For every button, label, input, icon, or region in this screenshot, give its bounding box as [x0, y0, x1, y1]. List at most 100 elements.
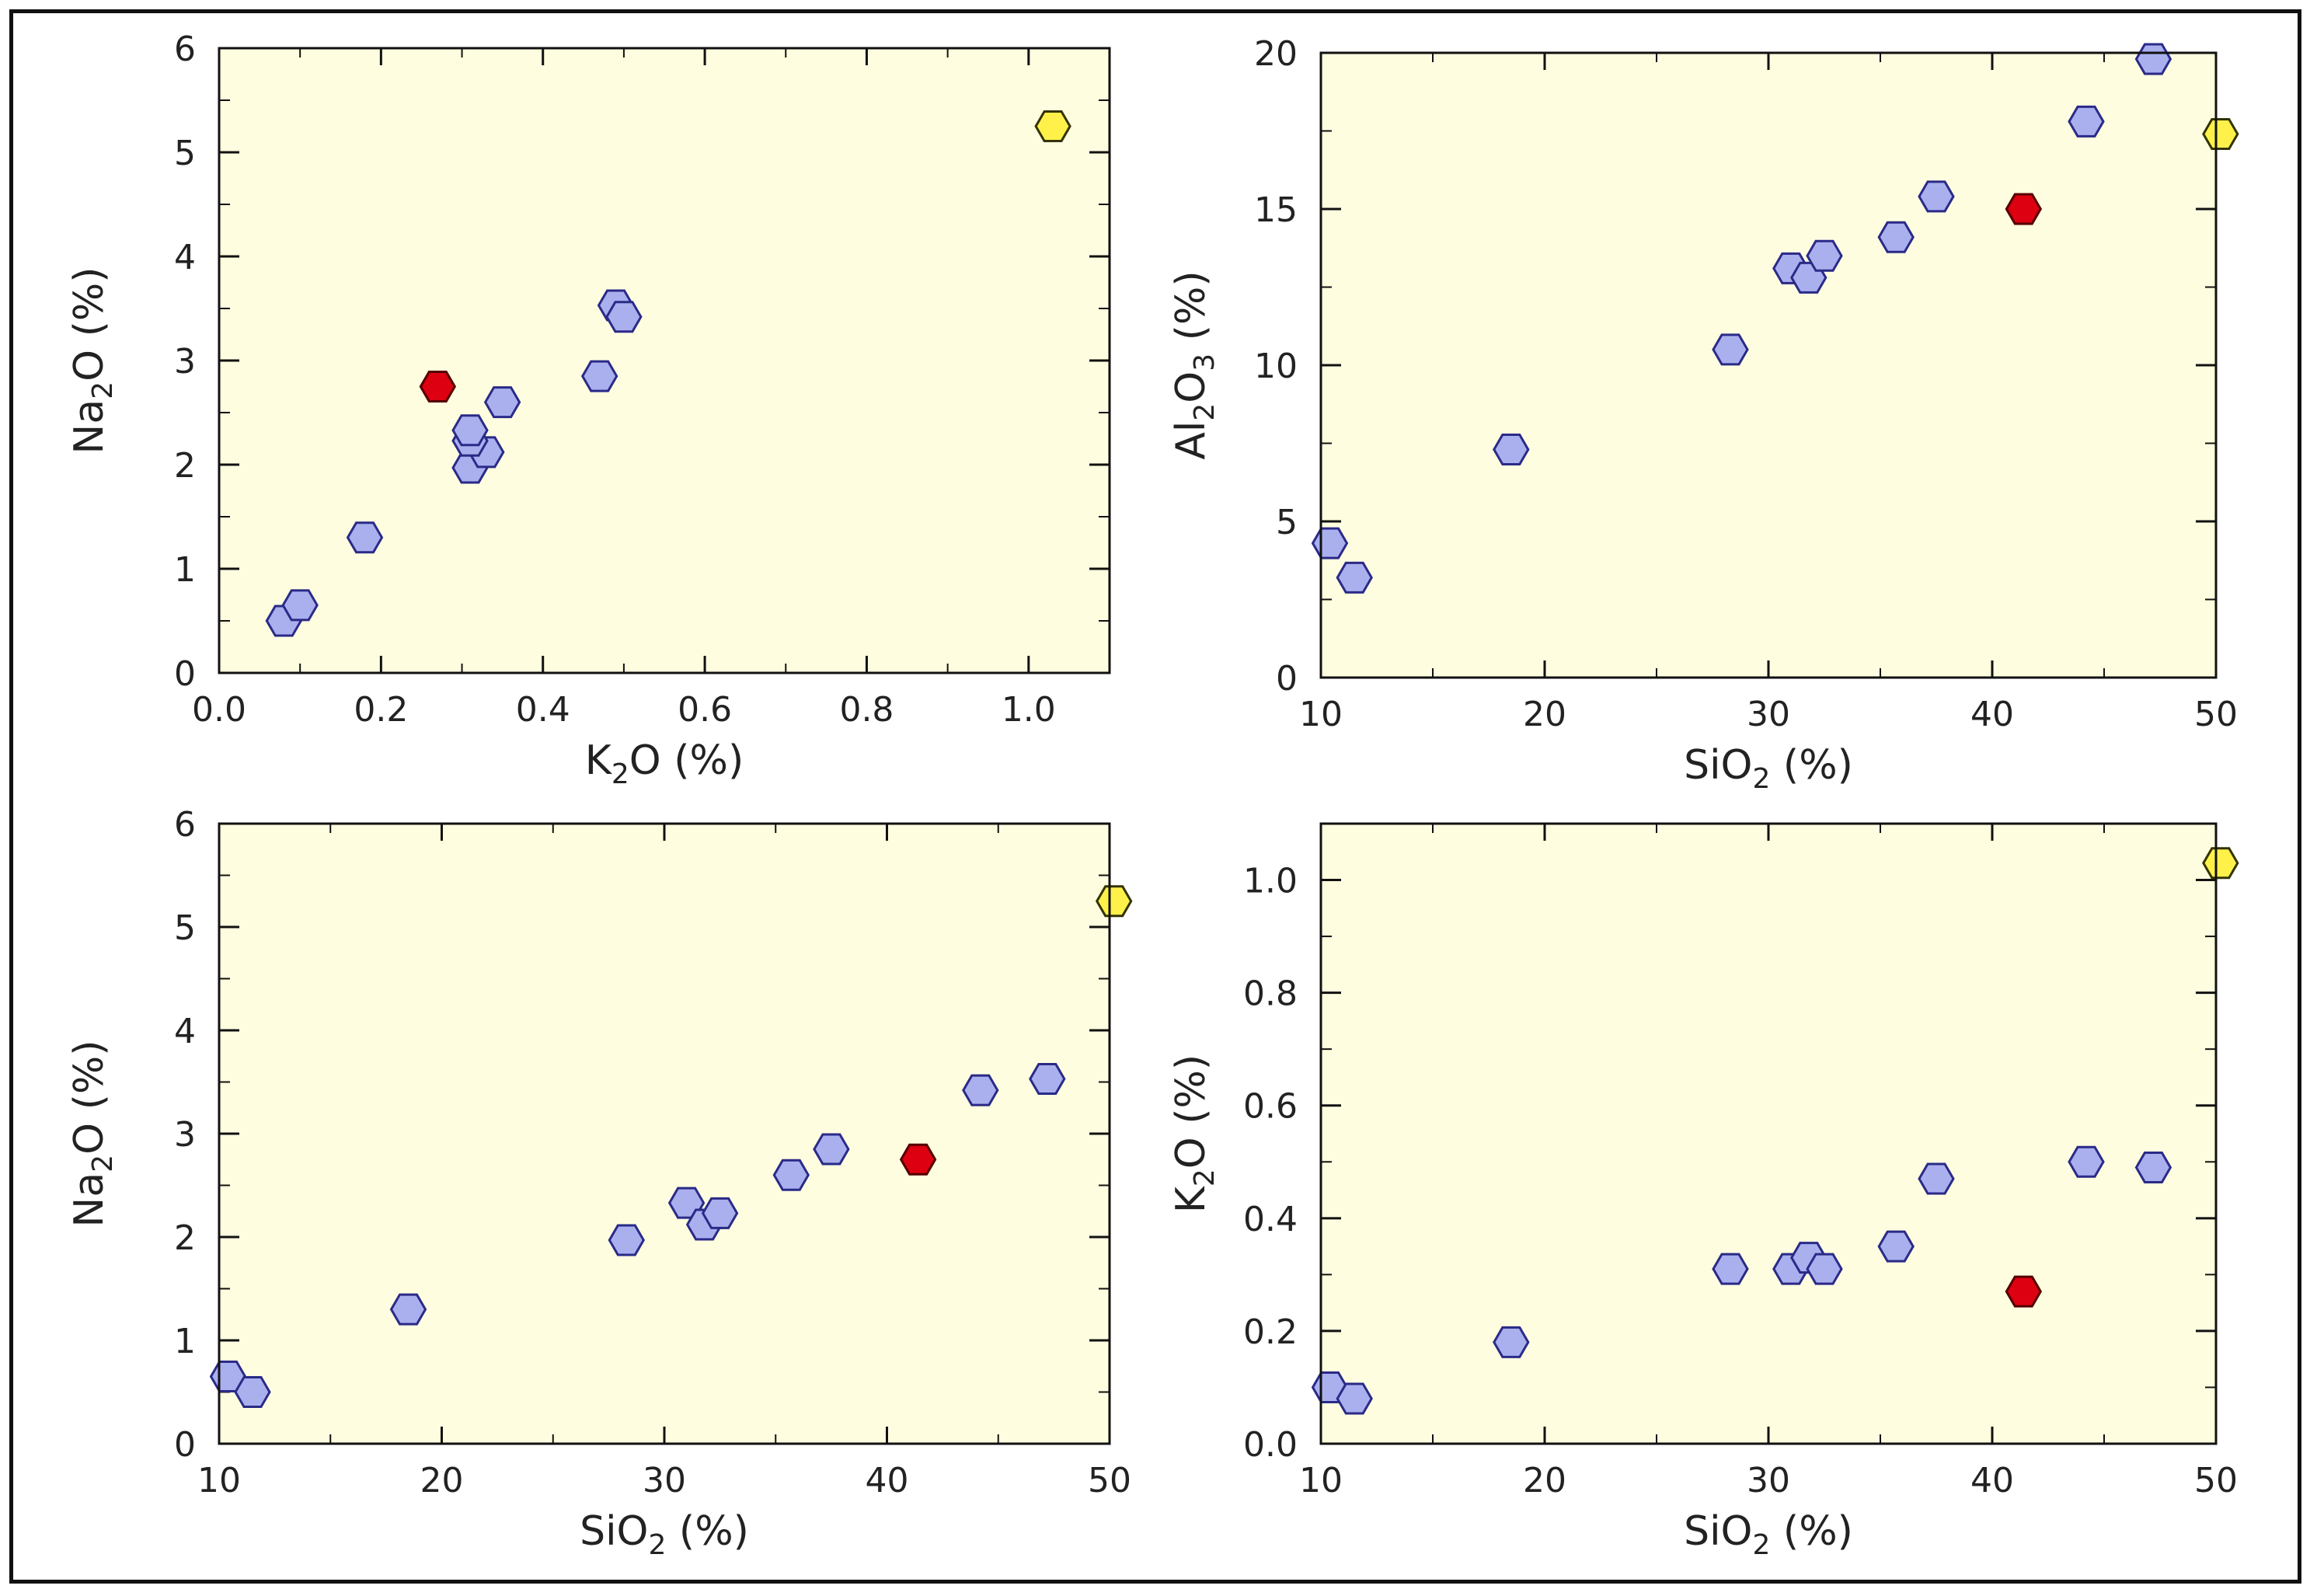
x-tick-label: 20 — [1523, 695, 1566, 734]
data-point-red — [419, 371, 457, 402]
data-point-yellow — [1095, 885, 1133, 918]
y-tick-label: 1 — [174, 1322, 196, 1361]
data-point-sample — [346, 521, 384, 554]
x-tick-label: 20 — [420, 1461, 464, 1500]
x-axis-label: SiO2 (%) — [1684, 1508, 1853, 1561]
data-point-sample — [1336, 1382, 1373, 1415]
data-point-sample — [608, 1224, 646, 1256]
x-tick-label: 50 — [2194, 695, 2238, 734]
data-point-sample — [234, 1376, 271, 1408]
data-point-sample — [1336, 561, 1373, 594]
y-tick-label: 0.8 — [1243, 974, 1298, 1014]
y-tick-label: 2 — [174, 1218, 196, 1258]
data-point-red — [2005, 193, 2043, 225]
x-tick-label: 40 — [1970, 695, 2014, 734]
data-point-yellow — [2202, 118, 2239, 150]
plot-frame — [1319, 822, 2218, 1445]
data-point-sample — [1877, 1230, 1915, 1263]
y-axis-label: Na2O (%) — [66, 267, 119, 454]
x-tick-label: 1.0 — [1002, 690, 1056, 730]
data-point-sample — [2068, 105, 2105, 138]
y-tick-label: 15 — [1254, 190, 1298, 230]
data-point-sample — [813, 1133, 850, 1166]
plot-area — [1321, 824, 2216, 1444]
x-tick-label: 20 — [1523, 1461, 1566, 1500]
y-tick-label: 0 — [174, 1425, 196, 1465]
y-tick-label: 0 — [1276, 659, 1298, 699]
y-tick-label: 0 — [174, 654, 196, 694]
data-point-yellow — [2202, 847, 2239, 880]
data-point-sample — [1311, 527, 1349, 559]
data-point-sample — [1493, 434, 1530, 465]
plot-frame — [1319, 51, 2218, 679]
data-point-sample — [1493, 1326, 1530, 1358]
x-axis-label: K2O (%) — [585, 737, 744, 790]
x-tick-label: 0.4 — [516, 690, 570, 730]
panel-sio2-vs-k2o: 10 20 30 40 50 0.0 0.2 0.4 0.6 0.8 1.0 SiO2 (%) K2O … — [1168, 822, 2239, 1561]
data-point-sample — [1806, 1253, 1843, 1285]
data-point-sample — [389, 1293, 427, 1326]
x-tick-label: 30 — [1747, 1461, 1790, 1500]
y-tick-label: 2 — [174, 446, 196, 486]
x-tick-label: 40 — [1970, 1461, 2014, 1500]
x-tick-label: 40 — [866, 1461, 909, 1500]
y-tick-label: 20 — [1254, 34, 1298, 74]
y-tick-label: 6 — [174, 805, 196, 845]
data-point-sample — [1712, 1253, 1749, 1285]
data-point-red — [2005, 1275, 2043, 1308]
data-point-sample — [2134, 1152, 2172, 1183]
x-axis-label: SiO2 (%) — [580, 1508, 749, 1561]
data-point-sample — [451, 414, 489, 447]
plot-area — [219, 48, 1110, 673]
data-point-sample — [483, 386, 521, 419]
y-tick-label: 0.4 — [1243, 1200, 1298, 1239]
x-tick-label: 0.8 — [839, 690, 894, 730]
plot-frame — [218, 822, 1111, 1445]
y-tick-label: 6 — [174, 30, 196, 69]
y-tick-label: 1.0 — [1243, 862, 1298, 901]
data-point-sample — [281, 589, 319, 622]
plot-frame — [218, 47, 1111, 674]
data-point-sample — [701, 1197, 739, 1229]
y-tick-label: 0.6 — [1243, 1087, 1298, 1127]
x-tick-label: 10 — [1299, 1461, 1343, 1500]
x-tick-label: 10 — [1299, 695, 1343, 734]
y-tick-label: 5 — [174, 134, 196, 173]
y-tick-label: 10 — [1254, 347, 1298, 386]
data-point-sample — [580, 360, 618, 392]
y-tick-label: 3 — [174, 1115, 196, 1155]
plot-area — [219, 824, 1110, 1444]
panel-sio2-vs-al2o3: 10 20 30 40 50 0 5 10 15 20 SiO2 (%) Al2O3 (%) — [1168, 34, 2239, 795]
data-point-red — [899, 1143, 937, 1176]
panel-sio2-vs-na2o: 10 20 30 40 50 0 1 2 3 4 5 6 SiO2 (%) Na2O (%) — [66, 805, 1133, 1561]
plot-area — [1321, 53, 2216, 678]
data-point-yellow — [1034, 110, 1071, 142]
x-tick-label: 0.0 — [192, 690, 246, 730]
y-tick-label: 4 — [174, 1012, 196, 1051]
data-point-sample — [962, 1074, 999, 1106]
y-tick-label: 5 — [174, 908, 196, 948]
x-tick-label: 10 — [197, 1461, 241, 1500]
data-point-sample — [605, 301, 643, 333]
x-axis-label: SiO2 (%) — [1684, 742, 1853, 795]
y-tick-label: 0.0 — [1243, 1425, 1298, 1465]
panel-k2o-vs-na2o: 0.0 0.2 0.4 0.6 0.8 1.0 0 1 2 3 4 5 6 K2O (%) Na2O (%) — [66, 30, 1111, 790]
data-point-sample — [1712, 333, 1749, 366]
data-point-sample — [1918, 180, 1955, 213]
data-point-sample — [1806, 239, 1843, 272]
data-point-sample — [772, 1159, 810, 1191]
y-tick-label: 1 — [174, 550, 196, 590]
y-tick-label: 5 — [1276, 503, 1298, 542]
x-tick-label: 0.2 — [354, 690, 408, 730]
x-tick-label: 50 — [2194, 1461, 2238, 1500]
data-point-sample — [1877, 221, 1915, 253]
data-point-sample — [1918, 1162, 1955, 1195]
x-tick-label: 0.6 — [678, 690, 732, 730]
x-tick-label: 30 — [643, 1461, 686, 1500]
y-tick-label: 3 — [174, 342, 196, 382]
x-tick-label: 30 — [1747, 695, 1790, 734]
y-tick-label: 4 — [174, 238, 196, 277]
x-tick-label: 50 — [1088, 1461, 1131, 1500]
y-axis-label: Na2O (%) — [66, 1040, 119, 1227]
